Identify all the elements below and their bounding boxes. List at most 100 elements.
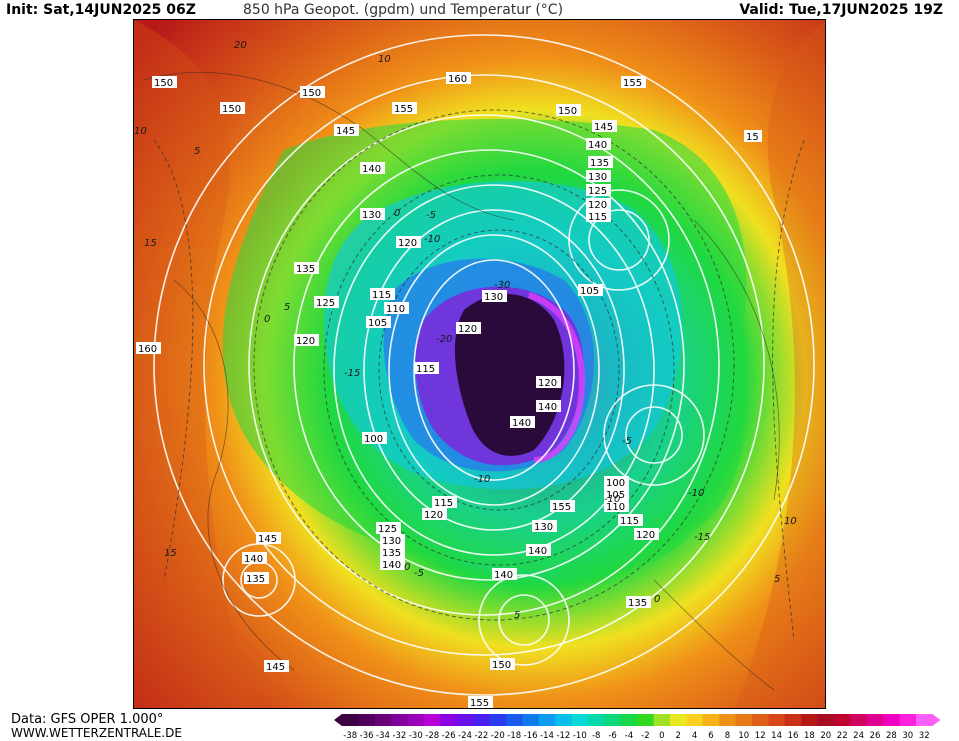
colorbar-tick-label: -24 (458, 731, 472, 740)
colorbar-tick-label: -38 (343, 731, 357, 740)
geopotential-label: 150 (556, 104, 581, 117)
svg-text:135: 135 (296, 264, 315, 275)
geopotential-label: 145 (592, 120, 617, 133)
colorbar-cell (620, 714, 638, 726)
svg-text:130: 130 (588, 172, 607, 183)
geopotential-label: 140 (380, 558, 405, 571)
colorbar-tick-label: 10 (738, 731, 749, 740)
colorbar-left-arrow (334, 714, 342, 726)
colorbar-cell (653, 714, 671, 726)
geopotential-label: 105 (604, 488, 629, 501)
geopotential-label: 120 (294, 334, 319, 347)
colorbar-cell (555, 714, 573, 726)
svg-text:145: 145 (594, 122, 613, 133)
temperature-label: 5 (284, 302, 290, 313)
colorbar-cell (456, 714, 474, 726)
geopotential-label: 105 (578, 284, 603, 297)
svg-text:130: 130 (362, 210, 381, 221)
geopotential-label: 150 (490, 658, 515, 671)
colorbar-tick-label: 18 (804, 731, 815, 740)
colorbar-tick-label: -36 (360, 731, 374, 740)
svg-text:100: 100 (364, 434, 383, 445)
svg-text:140: 140 (538, 402, 557, 413)
temperature-label: 5 (194, 146, 200, 157)
valid-time: Valid: Tue,17JUN2025 19Z (739, 2, 943, 18)
svg-text:140: 140 (512, 418, 531, 429)
geopotential-label: 155 (621, 76, 646, 89)
colorbar-tick-label: 14 (771, 731, 782, 740)
colorbar-cell (604, 714, 622, 726)
colorbar-tick-label: -20 (491, 731, 505, 740)
geopotential-label: 100 (362, 432, 387, 445)
temperature-label: 5 (774, 574, 780, 585)
colorbar-cell (571, 714, 589, 726)
svg-text:160: 160 (138, 344, 157, 355)
colorbar-cell (719, 714, 737, 726)
geopotential-label: 135 (380, 546, 405, 559)
colorbar-cell (407, 714, 425, 726)
colorbar-tick-label: -22 (474, 731, 488, 740)
svg-text:155: 155 (552, 502, 571, 513)
svg-text:120: 120 (588, 200, 607, 211)
geopotential-label: 130 (482, 290, 507, 303)
temperature-label: 10 (378, 54, 391, 65)
colorbar-cell (522, 714, 540, 726)
arctic-core (454, 293, 565, 456)
geopotential-label: 135 (626, 596, 651, 609)
colorbar-cell (391, 714, 409, 726)
svg-text:160: 160 (448, 74, 467, 85)
colorbar-cell (538, 714, 556, 726)
colorbar-cell (342, 714, 359, 726)
geopotential-label: 100 (604, 476, 629, 489)
svg-text:120: 120 (538, 378, 557, 389)
geopotential-label: 125 (376, 522, 401, 535)
colorbar-tick-label: -12 (556, 731, 570, 740)
svg-text:155: 155 (470, 698, 489, 709)
svg-text:120: 120 (424, 510, 443, 521)
svg-text:150: 150 (558, 106, 577, 117)
geopotential-label: 105 (366, 316, 391, 329)
geopotential-label: 110 (384, 302, 409, 315)
temperature-colorbar: -38 -36 -34 -32 -30 -28 -26 -24 -22 -20 -18 -16 -14-… (334, 714, 941, 740)
svg-text:105: 105 (580, 286, 599, 297)
colorbar-cell (424, 714, 441, 726)
colorbar-tick-label: -32 (392, 731, 406, 740)
data-source: Data: GFS OPER 1.000° (11, 712, 164, 727)
svg-text:105: 105 (606, 490, 625, 501)
colorbar-tick-label: 28 (886, 731, 897, 740)
colorbar-cell (768, 714, 786, 726)
map-title: 850 hPa Geopot. (gpdm) und Temperatur (°… (243, 2, 564, 18)
geopotential-label: 110 (604, 500, 629, 513)
temperature-label: -15 (344, 368, 360, 379)
weather-map: 150 150 150 160 155 155 150 145 145 140 140 135 130 1… (133, 19, 826, 709)
geopotential-label: 125 (586, 184, 611, 197)
colorbar-cell (899, 714, 917, 726)
geopotential-label: 140 (536, 400, 561, 413)
colorbar-tick-label: -2 (641, 731, 649, 740)
geopotential-label: 145 (256, 532, 281, 545)
temperature-label: 5 (514, 610, 520, 621)
temperature-label: -30 (494, 280, 510, 291)
temperature-label: -20 (436, 334, 452, 345)
svg-text:115: 115 (372, 290, 391, 301)
geopotential-label: 160 (136, 342, 161, 355)
colorbar-cell (850, 714, 868, 726)
geopotential-label: 135 (244, 572, 269, 585)
svg-text:105: 105 (368, 318, 387, 329)
geopotential-label: 140 (526, 544, 551, 557)
colorbar-cell (686, 714, 704, 726)
colorbar-cell (883, 714, 901, 726)
colorbar-tick-label: -16 (524, 731, 538, 740)
svg-text:135: 135 (382, 548, 401, 559)
temperature-label: -10 (604, 494, 620, 505)
svg-text:145: 145 (336, 126, 355, 137)
colorbar-tick-label: 12 (755, 731, 766, 740)
svg-text:125: 125 (378, 524, 397, 535)
svg-text:130: 130 (484, 292, 503, 303)
temperature-label: 15 (144, 238, 157, 249)
svg-text:135: 135 (628, 598, 647, 609)
svg-text:155: 155 (394, 104, 413, 115)
website-credit: WWW.WETTERZENTRALE.DE (11, 726, 182, 740)
